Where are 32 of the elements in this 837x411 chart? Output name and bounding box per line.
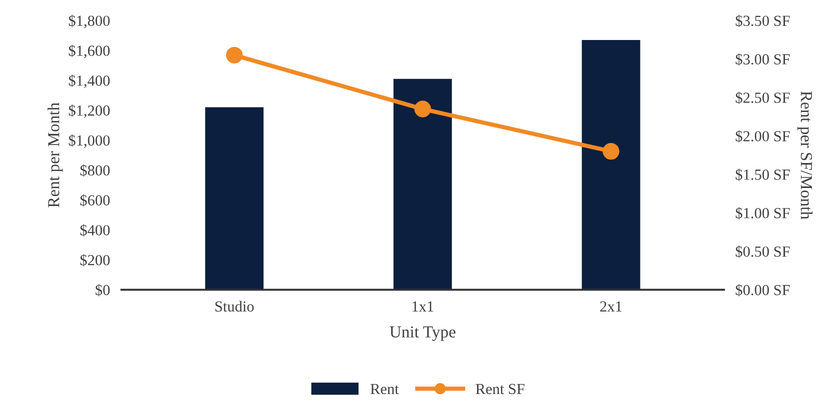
y2-tick-label: $1.00 SF xyxy=(736,207,790,220)
bar xyxy=(393,78,452,290)
y-tick-label: $1,800 xyxy=(68,14,110,28)
y2-tick-label: $0.00 SF xyxy=(736,284,790,296)
y2-tick-label: $2.00 SF xyxy=(736,130,790,142)
y2-axis-title: Rent per SF/Month xyxy=(797,91,813,220)
legend-label: Rent xyxy=(370,384,399,394)
y2-tick-label: $0.50 SF xyxy=(736,246,790,258)
y-tick-label: $800 xyxy=(80,164,110,177)
x-tick-label: Studio xyxy=(215,300,254,312)
y-tick-label: $1,000 xyxy=(68,134,110,148)
x-tick-label: 2x1 xyxy=(600,301,622,312)
y-tick-label: $1,600 xyxy=(68,44,110,58)
point xyxy=(226,46,243,64)
x-axis-title: Unit Type xyxy=(390,326,456,341)
y2-tick-label: $2.50 SF xyxy=(736,92,790,104)
bar xyxy=(582,40,640,290)
x-tick-label: 1x1 xyxy=(412,301,434,312)
y2-tick-label: $1.50 SF xyxy=(736,168,790,181)
point xyxy=(414,100,432,118)
y-tick-label: $0 xyxy=(96,284,110,296)
y-tick-label: $1,400 xyxy=(68,74,110,88)
y-tick-label: $400 xyxy=(80,224,110,236)
y-tick-label: $600 xyxy=(80,194,110,206)
y2-tick-label: $3.50 SF xyxy=(736,14,790,28)
y-tick-label: $1,200 xyxy=(68,104,110,118)
legend-label: Rent SF xyxy=(476,384,524,394)
y-tick-label: $200 xyxy=(80,254,110,266)
y2-tick-label: $3.00 SF xyxy=(736,53,790,66)
bar xyxy=(205,107,264,290)
y-axis-title: Rent per Month xyxy=(48,102,63,208)
point xyxy=(602,142,620,160)
